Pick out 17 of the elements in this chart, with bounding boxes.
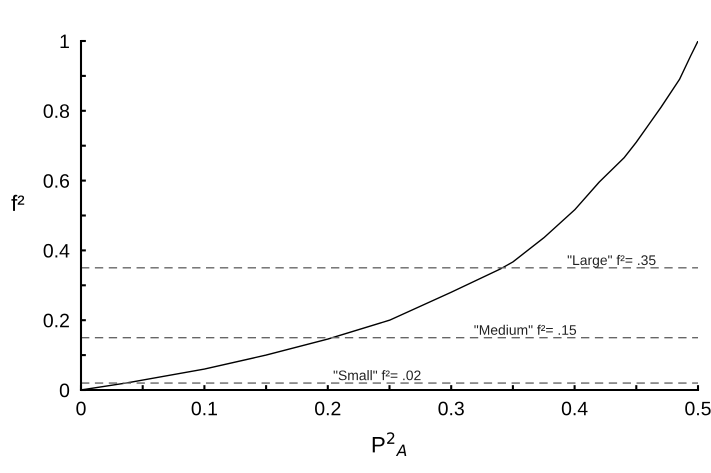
ref-line-label: "Small" f²= .02 (334, 370, 421, 380)
x-tick-label: 0.4 (562, 402, 588, 416)
x-tick-label: 0.5 (685, 402, 711, 416)
ref-line-label: "Medium" f²= .15 (474, 324, 576, 335)
y-tick-label: 0.8 (44, 104, 70, 118)
y-tick-label: 1 (60, 34, 69, 48)
x-tick-label: 0.1 (192, 402, 217, 416)
x-tick-label: 0 (76, 402, 86, 416)
y-tick-label: 0.2 (44, 314, 69, 328)
y-tick-label: 0.6 (44, 174, 70, 188)
ref-line-label: "Large" f²= .35 (568, 254, 656, 268)
x-tick-label: 0.2 (315, 402, 340, 416)
y-tick-label: 0 (60, 383, 70, 398)
y-axis-title: f² (11, 194, 24, 211)
x-tick-label: 0.3 (438, 402, 464, 416)
x-axis-title: P$^{2}$$_{A}$ (372, 432, 406, 456)
y-tick-label: 0.4 (44, 244, 70, 258)
